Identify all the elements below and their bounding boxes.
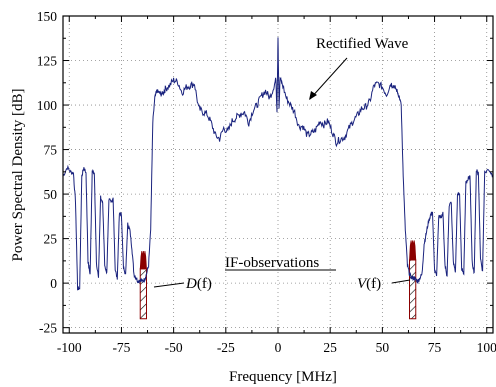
plot-marks	[63, 37, 493, 320]
y-tick-label: 150	[37, 9, 58, 24]
spectrum-line	[63, 37, 493, 291]
x-tick-label: 0	[275, 340, 282, 355]
v-of-f-label: V(f)	[357, 276, 381, 292]
y-tick-label: 100	[37, 98, 58, 113]
v-of-f-window	[409, 259, 417, 320]
v-of-f-fill	[409, 240, 417, 261]
grid	[63, 15, 493, 333]
x-tick-label: -75	[112, 340, 130, 355]
x-tick-label: 75	[428, 340, 442, 355]
x-tick-label: -50	[165, 340, 183, 355]
x-tick-label: 25	[323, 340, 337, 355]
ticks	[63, 15, 493, 333]
y-tick-label: 125	[37, 54, 58, 69]
tick-labels: -100 -75 -50 -25 0 25 50 75 100 -25 0 25 50 75 100 125 1…	[37, 9, 496, 355]
x-axis-title: Frequency [MHz]	[229, 369, 337, 385]
d-of-f-pointer	[153, 282, 185, 288]
y-tick-label: 50	[44, 187, 58, 202]
y-tick-label: 25	[44, 232, 58, 247]
y-tick-label: -25	[39, 321, 57, 336]
v-symbol: V	[357, 276, 368, 292]
rectified-arrowhead	[309, 91, 317, 100]
x-tick-label: 50	[376, 340, 390, 355]
x-tick-label: 100	[477, 340, 496, 355]
rectified-wave-label: Rectified Wave	[316, 36, 409, 52]
d-arg: (f)	[197, 276, 212, 292]
y-tick-label: 75	[44, 143, 58, 158]
d-of-f-fill	[139, 251, 147, 270]
v-arg: (f)	[366, 276, 381, 292]
if-observations-label: IF-observations	[225, 255, 319, 271]
v-of-f-pointer	[391, 279, 411, 284]
x-tick-label: -25	[217, 340, 235, 355]
rectified-arrow	[309, 57, 348, 100]
y-tick-label: 0	[50, 276, 57, 291]
y-axis-title: Power Spectral Density [dB]	[10, 89, 26, 262]
x-tick-label: -100	[57, 340, 82, 355]
d-symbol: D	[185, 276, 197, 292]
d-of-f-label: D(f)	[185, 276, 212, 292]
